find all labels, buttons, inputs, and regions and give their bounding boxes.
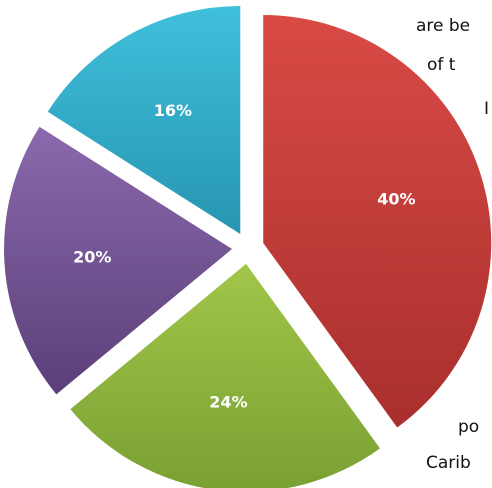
- pie-slice-40-: [263, 15, 492, 428]
- pie-slice-16-: [47, 5, 241, 234]
- pie-slice-24-: [70, 263, 381, 488]
- background-text-line-1: are be: [416, 16, 471, 36]
- pie-label-20-: 20%: [73, 247, 111, 266]
- pie-label-40-: 40%: [377, 189, 415, 208]
- pie-labels: 40% 24% 20% 16%: [73, 101, 415, 411]
- pie-slices: [4, 5, 492, 488]
- pie-label-24-: 24%: [209, 392, 247, 411]
- background-text-line-2: of t: [427, 55, 456, 75]
- pie-slice-20-: [4, 126, 233, 395]
- pie-label-16-: 16%: [154, 101, 192, 120]
- background-text-line-3: I: [484, 99, 490, 119]
- background-text-line-4: po: [458, 417, 480, 437]
- background-text-line-5: Carib: [426, 453, 471, 473]
